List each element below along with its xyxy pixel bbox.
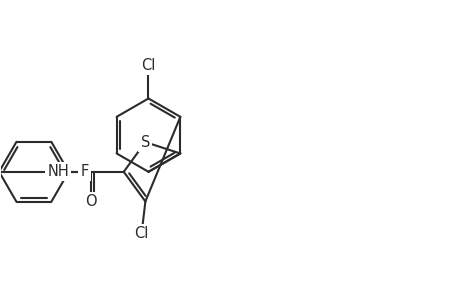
Text: Cl: Cl xyxy=(141,58,155,73)
Text: S: S xyxy=(140,135,150,150)
Text: Cl: Cl xyxy=(134,226,148,242)
Text: NH: NH xyxy=(47,164,69,179)
Text: O: O xyxy=(85,194,96,209)
Text: F: F xyxy=(80,164,89,179)
